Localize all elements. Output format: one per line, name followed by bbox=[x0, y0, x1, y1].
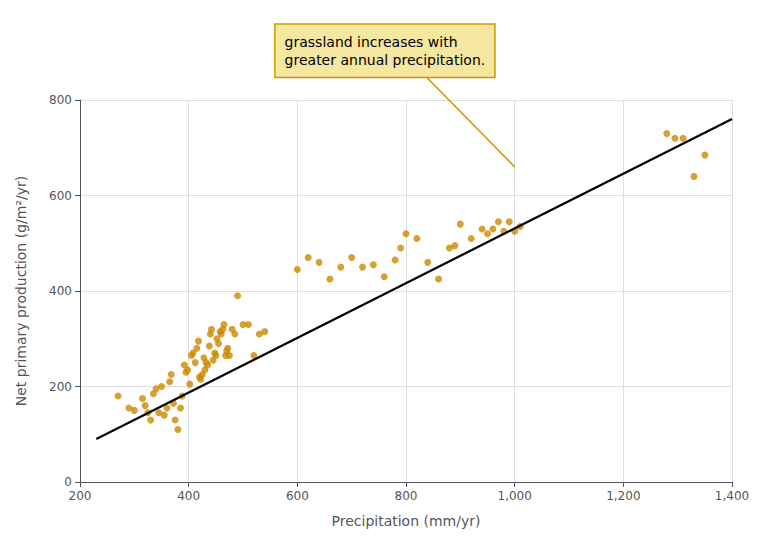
svg-text:800: 800 bbox=[395, 489, 418, 503]
svg-text:greater annual precipitation.: greater annual precipitation. bbox=[285, 52, 486, 68]
svg-text:grassland increases with: grassland increases with bbox=[285, 34, 458, 50]
svg-text:400: 400 bbox=[49, 284, 72, 298]
svg-text:600: 600 bbox=[49, 189, 72, 203]
svg-text:800: 800 bbox=[49, 93, 72, 107]
svg-text:Net primary production (g/m²/y: Net primary production (g/m²/yr) bbox=[13, 176, 29, 406]
svg-text:0: 0 bbox=[64, 475, 72, 489]
svg-text:200: 200 bbox=[69, 489, 92, 503]
svg-text:1,000: 1,000 bbox=[497, 489, 531, 503]
svg-text:400: 400 bbox=[177, 489, 200, 503]
svg-text:1,200: 1,200 bbox=[606, 489, 640, 503]
svg-text:600: 600 bbox=[286, 489, 309, 503]
svg-text:1,400: 1,400 bbox=[715, 489, 749, 503]
svg-text:200: 200 bbox=[49, 380, 72, 394]
svg-text:Precipitation (mm/yr): Precipitation (mm/yr) bbox=[332, 513, 481, 529]
